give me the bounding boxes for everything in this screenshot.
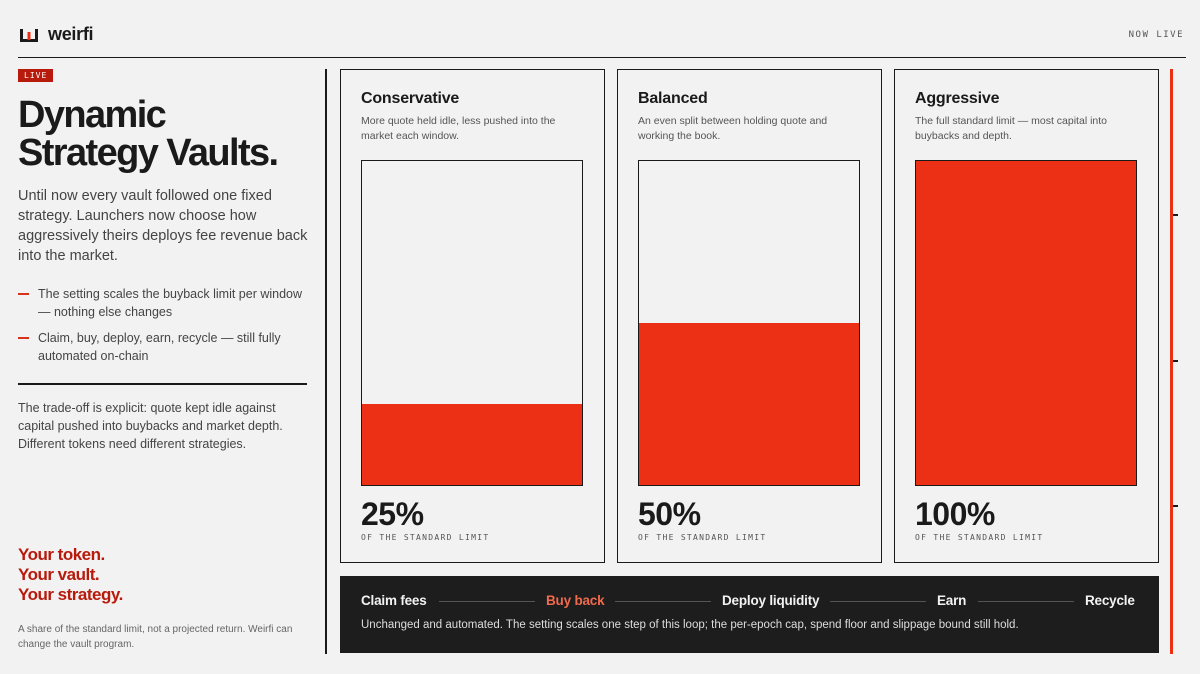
tagline-line: Your token.: [18, 545, 105, 564]
page-title: Dynamic Strategy Vaults.: [18, 94, 279, 174]
tagline-line: Your vault.: [18, 565, 100, 584]
tagline-line: Your strategy.: [18, 585, 123, 604]
strategy-name: Aggressive: [915, 90, 1000, 107]
strategy-card-conservative[interactable]: Conservative More quote held idle, less …: [340, 69, 605, 563]
limit-gauge: [915, 160, 1137, 486]
disclaimer-footnote: A share of the standard limit, not a pro…: [18, 624, 293, 650]
strategy-description: More quote held idle, less pushed into t…: [361, 115, 556, 142]
loop-step-deploy-liquidity: Deploy liquidity: [722, 593, 820, 608]
bullet-item: The setting scales the buyback limit per…: [18, 285, 308, 321]
strategy-description: An even split between holding quote and …: [638, 115, 828, 142]
bullet-text: The setting scales the buyback limit per…: [38, 287, 303, 319]
strategy-percent: 25%: [361, 496, 424, 532]
column-divider: [325, 69, 327, 654]
tagline: Your token. Your vault. Your strategy.: [18, 545, 123, 605]
status-label: NOW LIVE: [1128, 30, 1184, 40]
top-header: weirfi NOW LIVE: [18, 0, 1186, 58]
strategy-card-aggressive[interactable]: Aggressive The full standard limit — mos…: [894, 69, 1159, 563]
loop-step-claim-fees: Claim fees: [361, 593, 427, 608]
loop-step-buy-back: Buy back: [546, 593, 605, 608]
bullet-dash-icon: [18, 337, 29, 339]
strategy-percent-caption: OF THE STANDARD LIMIT: [361, 533, 490, 542]
live-badge: LIVE: [18, 69, 54, 82]
brand-name[interactable]: weirfi: [48, 24, 94, 44]
loop-connector: [439, 601, 535, 602]
automation-loop-bar: Claim fees Buy back Deploy liquidity Ear…: [340, 576, 1159, 653]
strategy-percent-caption: OF THE STANDARD LIMIT: [915, 533, 1044, 542]
strategy-description: The full standard limit — most capital i…: [915, 115, 1107, 142]
strategy-percent-caption: OF THE STANDARD LIMIT: [638, 533, 767, 542]
bullet-text: Claim, buy, deploy, earn, recycle — stil…: [38, 331, 281, 363]
bullet-dash-icon: [18, 293, 29, 295]
meter-tick: [1173, 214, 1178, 216]
limit-meter-bar: [1170, 69, 1173, 654]
strategy-name: Conservative: [361, 90, 460, 107]
loop-step-recycle: Recycle: [1085, 593, 1135, 608]
loop-connector: [978, 601, 1074, 602]
limit-gauge: [361, 160, 583, 486]
intro-panel: LIVE Dynamic Strategy Vaults. Until now …: [18, 58, 308, 674]
bullet-item: Claim, buy, deploy, earn, recycle — stil…: [18, 329, 308, 365]
loop-connector: [615, 601, 711, 602]
limit-gauge-fill: [639, 323, 859, 485]
meter-tick: [1173, 360, 1178, 362]
loop-connector: [830, 601, 926, 602]
meter-tick: [1173, 505, 1178, 507]
limit-gauge: [638, 160, 860, 486]
limit-gauge-fill: [916, 161, 1136, 485]
strategy-percent: 50%: [638, 496, 701, 532]
loop-step-earn: Earn: [937, 593, 967, 608]
limit-gauge-fill: [362, 404, 582, 485]
strategy-name: Balanced: [638, 90, 708, 107]
strategy-card-balanced[interactable]: Balanced An even split between holding q…: [617, 69, 882, 563]
intro-paragraph: Until now every vault followed one fixed…: [18, 188, 308, 264]
strategy-percent: 100%: [915, 496, 995, 532]
brand-logo-icon: [20, 29, 38, 42]
section-divider: [18, 383, 307, 385]
loop-note: Unchanged and automated. The setting sca…: [361, 619, 1019, 631]
tradeoff-paragraph: The trade-off is explicit: quote kept id…: [18, 401, 283, 451]
